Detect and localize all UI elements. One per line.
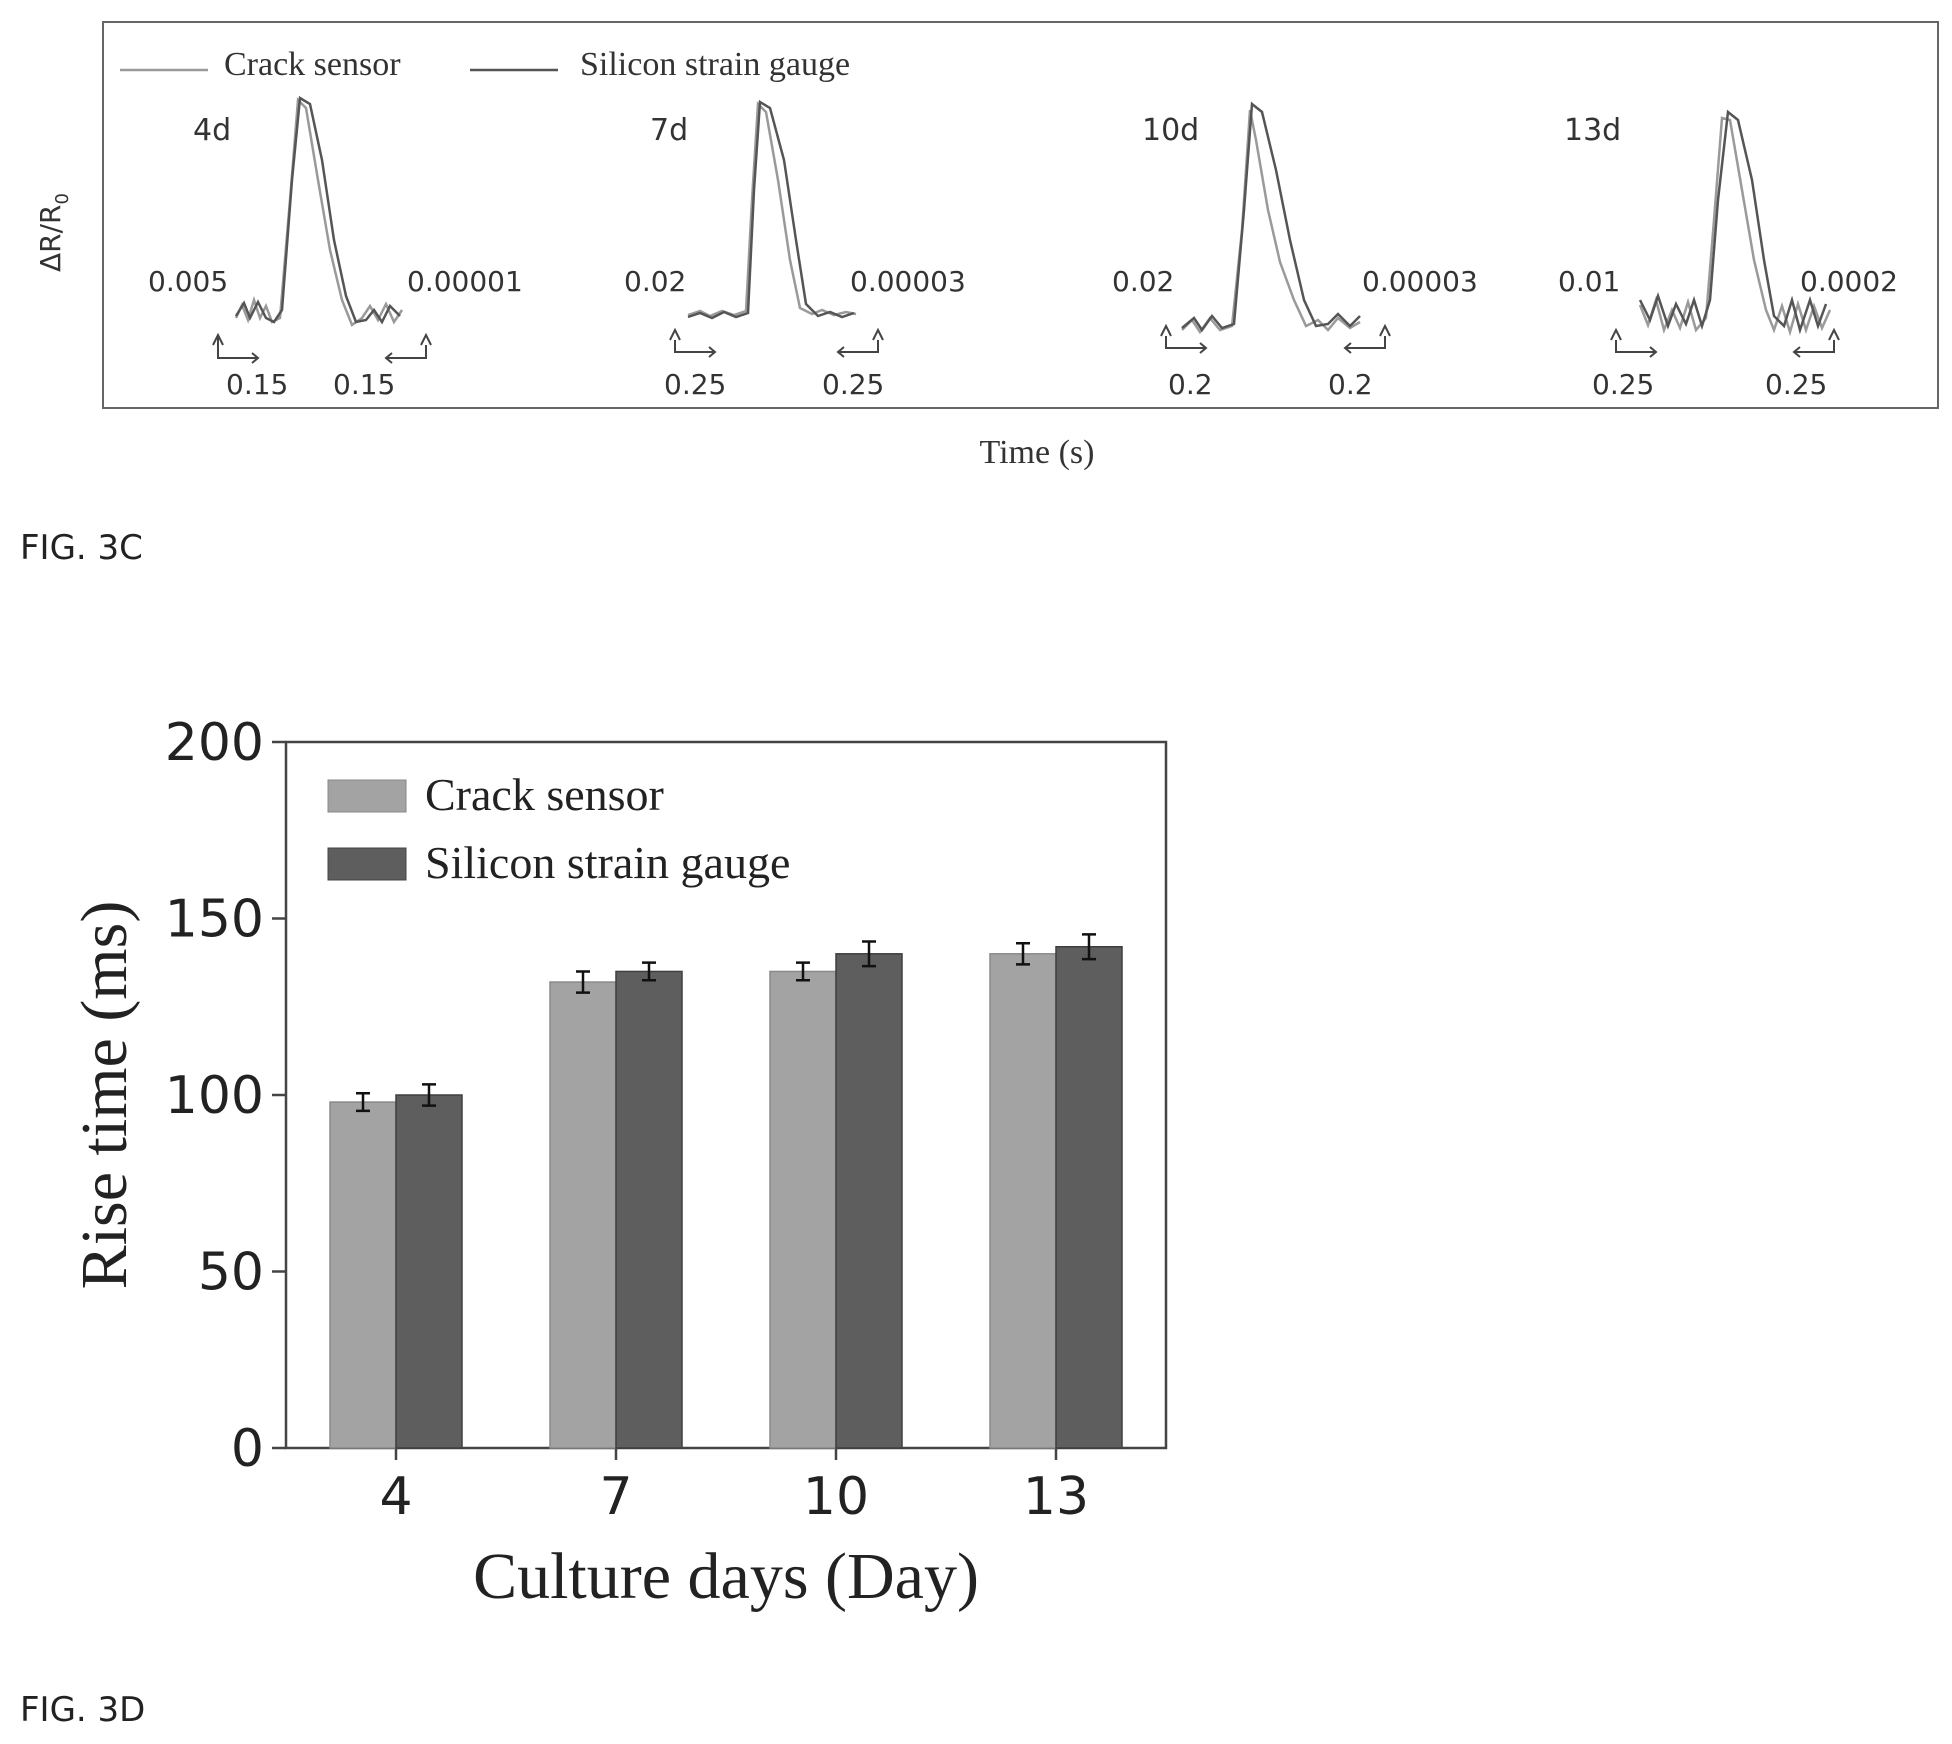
x-ticks: 4 7 10 13 <box>379 1448 1089 1527</box>
bar-silicon-strain-gauge <box>395 1094 463 1449</box>
bar-crack-sensor <box>329 1101 397 1449</box>
right-scale-label: 0.00003 <box>850 265 966 298</box>
bar-crack-sensor <box>769 970 837 1449</box>
bar-silicon-strain-gauge <box>835 953 903 1449</box>
silicon-strain-gauge-trace <box>687 99 855 320</box>
silicon-strain-gauge-trace <box>1638 109 1828 335</box>
error-bar <box>1082 933 1096 961</box>
fig3d-caption: FIG. 3D <box>20 1690 146 1730</box>
scale-arrows <box>1160 323 1391 354</box>
left-scale-label: 0.02 <box>624 265 686 298</box>
legend-swatch-crack <box>327 779 407 813</box>
error-bar <box>422 1083 436 1107</box>
fig3c-panel-13d: 13d 0.01 0.0002 0.25 0.25 <box>1558 109 1898 401</box>
crack-sensor-trace <box>687 101 857 318</box>
right-time-label: 0.2 <box>1328 368 1373 401</box>
panel-title: 13d <box>1564 113 1621 148</box>
x-tick-label: 10 <box>803 1467 869 1527</box>
right-scale-label: 0.00001 <box>407 265 523 298</box>
error-bar <box>642 961 656 982</box>
left-time-label: 0.25 <box>1592 368 1654 401</box>
right-scale-label: 0.0002 <box>1800 265 1898 298</box>
y-ticks: 0 50 100 150 200 <box>165 713 286 1479</box>
y-tick-label: 150 <box>165 890 264 950</box>
left-time-label: 0.2 <box>1168 368 1213 401</box>
figure-3c: Crack sensor Silicon strain gauge ΔR/R0 … <box>34 21 1939 471</box>
y-tick-label: 50 <box>198 1243 264 1303</box>
fig3c-xlabel: Time (s) <box>980 434 1095 471</box>
error-bar <box>862 940 876 968</box>
scale-arrows <box>212 332 432 364</box>
error-bar <box>576 970 590 994</box>
fig3c-legend-label-crack: Crack sensor <box>224 46 401 83</box>
scale-arrows <box>669 327 884 358</box>
crack-sensor-trace <box>1181 109 1361 335</box>
left-time-label: 0.15 <box>226 368 288 401</box>
left-scale-label: 0.02 <box>1112 265 1174 298</box>
bar-crack-sensor <box>989 953 1057 1449</box>
bar-crack-sensor <box>549 981 617 1449</box>
x-tick-label: 7 <box>599 1467 632 1527</box>
right-scale-label: 0.00003 <box>1362 265 1478 298</box>
fig3c-panel-7d: 7d 0.02 0.00003 0.25 0.25 <box>624 99 966 401</box>
y-tick-label: 0 <box>231 1419 264 1479</box>
crack-sensor-trace <box>234 97 404 327</box>
legend-swatch-silicon <box>327 847 407 881</box>
left-time-label: 0.25 <box>664 368 726 401</box>
scale-arrows <box>1610 327 1840 358</box>
legend-label-silicon: Silicon strain gauge <box>425 837 790 888</box>
fig3c-caption: FIG. 3C <box>20 528 143 568</box>
x-tick-label: 4 <box>379 1467 412 1527</box>
crack-sensor-trace <box>1638 116 1832 337</box>
legend-label-crack: Crack sensor <box>425 769 664 820</box>
bar-silicon-strain-gauge <box>615 970 683 1449</box>
fig3c-ylabel: ΔR/R0 <box>34 193 73 272</box>
right-time-label: 0.25 <box>1765 368 1827 401</box>
fig3c-panel-10d: 10d 0.02 0.00003 0.2 0.2 <box>1112 101 1478 401</box>
right-time-label: 0.15 <box>333 368 395 401</box>
bars <box>329 933 1123 1449</box>
error-bar <box>356 1091 370 1113</box>
error-bar <box>1016 941 1030 966</box>
y-axis-label: Rise time (ms) <box>68 901 141 1290</box>
x-axis-label: Culture days (Day) <box>473 1540 979 1613</box>
fig3c-legend-label-silicon: Silicon strain gauge <box>580 46 850 83</box>
bar-silicon-strain-gauge <box>1055 945 1123 1449</box>
right-time-label: 0.25 <box>822 368 884 401</box>
left-scale-label: 0.01 <box>1558 265 1620 298</box>
y-tick-label: 100 <box>165 1066 264 1126</box>
fig3c-frame <box>102 21 1939 409</box>
x-tick-label: 13 <box>1023 1467 1089 1527</box>
y-tick-label: 200 <box>165 713 264 773</box>
silicon-strain-gauge-trace <box>234 95 401 325</box>
panel-title: 10d <box>1142 113 1199 148</box>
fig3c-panel-4d: 4d 0.005 0.00001 0.15 0.15 <box>148 95 523 401</box>
error-bar <box>796 961 810 982</box>
silicon-strain-gauge-trace <box>1181 101 1361 333</box>
left-scale-label: 0.005 <box>148 265 228 298</box>
panel-title: 4d <box>193 113 231 148</box>
panel-title: 7d <box>650 113 688 148</box>
figure-3d-bar-chart: 0 50 100 150 200 4 7 10 13 Rise time (ms) Cultu… <box>68 713 1168 1613</box>
